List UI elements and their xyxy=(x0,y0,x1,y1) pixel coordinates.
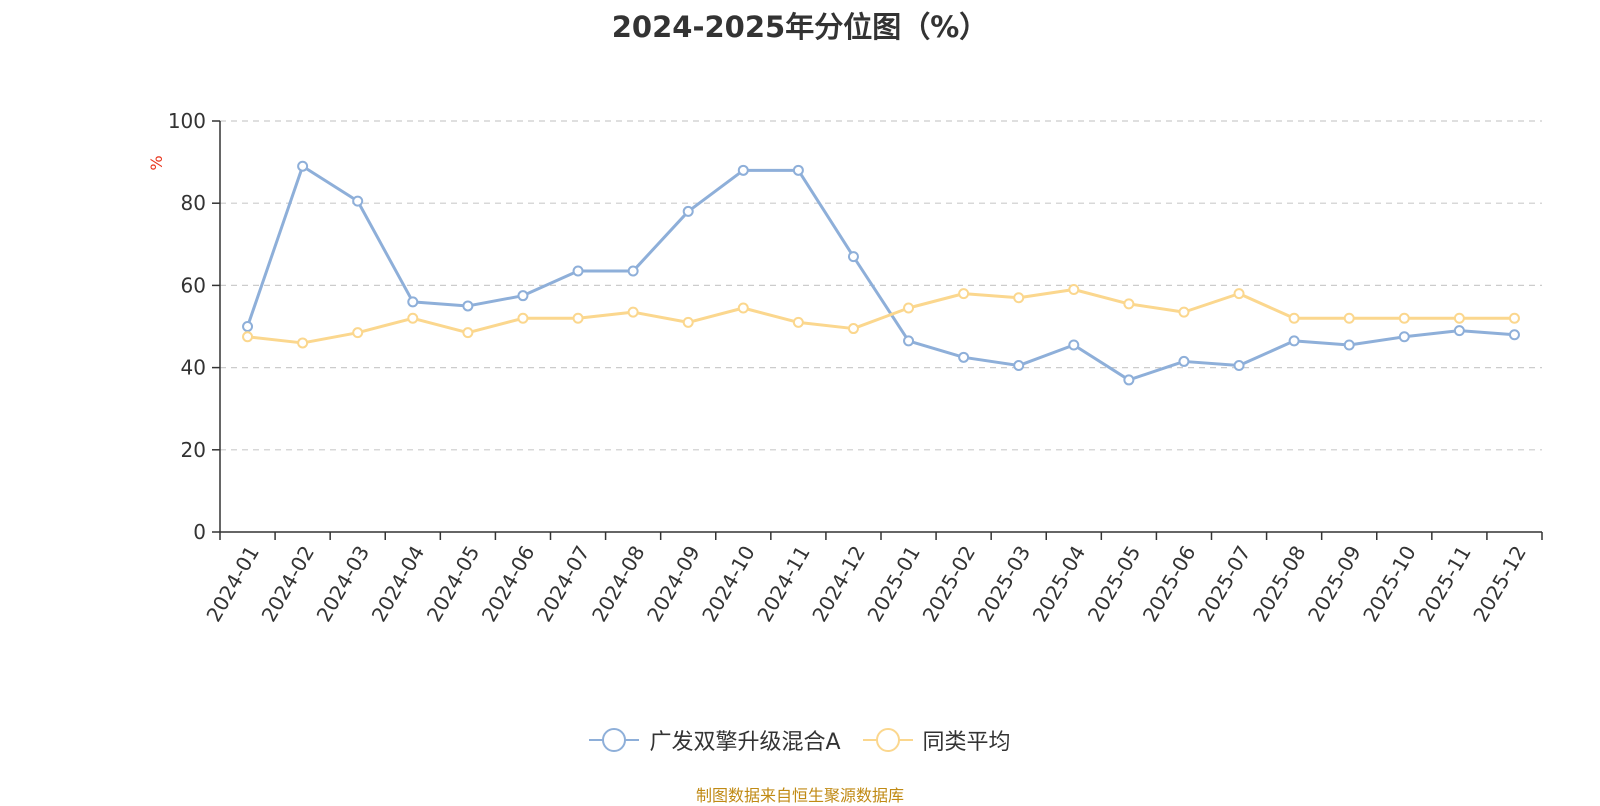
x-tick-label: 2024-12 xyxy=(807,542,870,626)
y-tick-label: 40 xyxy=(181,356,206,380)
data-point xyxy=(737,302,749,314)
x-tick-label: 2024-10 xyxy=(697,542,760,626)
y-tick-label: 20 xyxy=(181,438,206,462)
x-tick-label: 2024-08 xyxy=(587,542,650,626)
data-point xyxy=(1288,335,1300,347)
data-point xyxy=(1123,374,1135,386)
data-point xyxy=(847,323,859,335)
legend-item-series-2[interactable]: 同类平均 xyxy=(862,724,1011,756)
data-point xyxy=(1123,298,1135,310)
legend: 广发双擎升级混合A 同类平均 xyxy=(0,722,1600,758)
y-axis-label: % xyxy=(147,155,166,170)
data-point xyxy=(1508,312,1520,324)
series-line xyxy=(246,164,1515,382)
legend-marker-series-2 xyxy=(862,728,913,752)
data-point xyxy=(572,312,584,324)
x-tick-label: 2025-02 xyxy=(918,542,981,626)
data-point xyxy=(1013,360,1025,372)
data-point xyxy=(462,327,474,339)
data-point xyxy=(1343,339,1355,351)
y-tick-label: 60 xyxy=(181,273,206,297)
series-lines xyxy=(242,160,1520,386)
x-tick-label: 2025-03 xyxy=(973,541,1036,625)
data-point xyxy=(242,321,254,332)
data-point xyxy=(297,337,309,349)
x-tick-label: 2025-10 xyxy=(1358,542,1421,626)
data-point xyxy=(1068,284,1080,296)
x-tick-label: 2024-04 xyxy=(367,542,430,626)
legend-marker-series-1 xyxy=(589,728,640,752)
x-tick-label: 2024-05 xyxy=(422,542,485,626)
data-point xyxy=(1453,325,1465,337)
series-line xyxy=(247,288,1515,345)
data-point xyxy=(903,335,915,347)
data-point xyxy=(903,302,915,314)
data-point xyxy=(462,300,474,312)
data-point xyxy=(1398,312,1410,324)
series-1 xyxy=(242,160,1520,386)
x-tick-label: 2025-08 xyxy=(1248,542,1311,626)
x-tick-label: 2024-01 xyxy=(201,542,264,626)
data-point xyxy=(737,164,749,176)
x-tick-label: 2024-06 xyxy=(477,542,540,626)
data-point xyxy=(572,265,584,277)
data-point xyxy=(627,306,639,318)
legend-label-series-1: 广发双擎升级混合A xyxy=(649,730,841,755)
data-point xyxy=(352,195,364,207)
x-tick-label: 2025-05 xyxy=(1083,542,1146,626)
legend-item-series-1[interactable]: 广发双擎升级混合A xyxy=(589,724,841,756)
x-tick-label: 2025-07 xyxy=(1193,542,1256,626)
data-point xyxy=(517,312,529,324)
x-tick-label: 2025-04 xyxy=(1028,542,1091,626)
y-tick-label: 100 xyxy=(168,109,206,133)
data-point xyxy=(1178,306,1190,318)
data-point xyxy=(1398,331,1410,343)
data-point xyxy=(1233,288,1245,300)
data-point xyxy=(1288,312,1300,324)
data-point xyxy=(847,251,859,263)
data-point xyxy=(297,160,309,172)
data-point xyxy=(958,351,970,363)
x-tick-label: 2025-09 xyxy=(1303,542,1366,626)
x-tick-label: 2024-09 xyxy=(642,542,705,626)
x-tick-label: 2024-03 xyxy=(312,542,375,626)
source-note: 制图数据来自恒生聚源数据库 xyxy=(695,786,904,805)
data-point xyxy=(1178,355,1190,367)
data-point xyxy=(1343,312,1355,324)
data-point xyxy=(352,327,364,339)
y-tick-label: 80 xyxy=(181,191,206,215)
legend-label-series-2: 同类平均 xyxy=(922,730,1011,755)
data-point xyxy=(792,164,804,176)
data-point xyxy=(682,316,694,328)
data-point xyxy=(682,205,694,217)
data-point xyxy=(517,290,529,302)
data-point xyxy=(627,265,639,277)
data-point xyxy=(792,316,804,328)
chart-title: 2024-2025年分位图（%） xyxy=(611,10,989,44)
x-tick-label: 2024-07 xyxy=(532,542,595,626)
data-point xyxy=(1233,360,1245,372)
grid-lines xyxy=(220,120,1542,451)
data-point xyxy=(1453,312,1465,324)
x-tick-label: 2025-01 xyxy=(862,542,925,626)
x-tick-label: 2025-11 xyxy=(1413,542,1476,626)
series-2 xyxy=(242,284,1520,349)
data-point xyxy=(1068,339,1080,351)
data-point xyxy=(1013,292,1025,304)
data-point xyxy=(407,312,419,324)
data-point xyxy=(407,296,419,308)
x-tick-label: 2024-02 xyxy=(257,542,320,626)
x-tick-label: 2025-12 xyxy=(1468,542,1531,626)
x-tick-label: 2025-06 xyxy=(1138,542,1201,626)
data-point xyxy=(958,288,970,300)
y-tick-label: 0 xyxy=(193,520,206,544)
x-tick-label: 2024-11 xyxy=(752,542,815,626)
data-point xyxy=(1508,329,1520,341)
data-point xyxy=(242,331,254,343)
